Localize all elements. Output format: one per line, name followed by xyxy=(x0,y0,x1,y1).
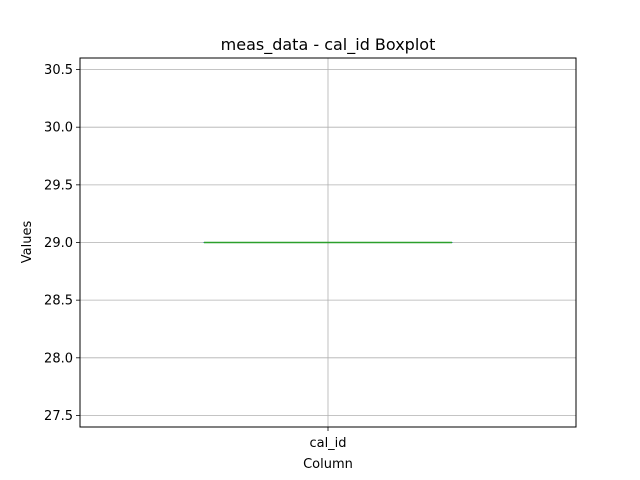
y-tick-label: 30.0 xyxy=(44,121,73,136)
y-tick-label: 28.0 xyxy=(44,351,73,366)
y-tick-label: 30.5 xyxy=(44,63,73,78)
y-tick-label: 27.5 xyxy=(44,409,73,424)
x-tick-label: cal_id xyxy=(309,436,346,451)
chart-title: meas_data - cal_id Boxplot xyxy=(221,35,436,55)
y-axis-label: Values xyxy=(20,221,35,264)
x-axis-label: Column xyxy=(303,457,353,472)
y-tick-label: 29.5 xyxy=(44,178,73,193)
y-tick-label: 28.5 xyxy=(44,294,73,309)
tick-layer: 27.5 28.0 28.5 29.0 29.5 30.0 30.5 cal_id xyxy=(44,63,347,451)
y-tick-label: 29.0 xyxy=(44,236,73,251)
